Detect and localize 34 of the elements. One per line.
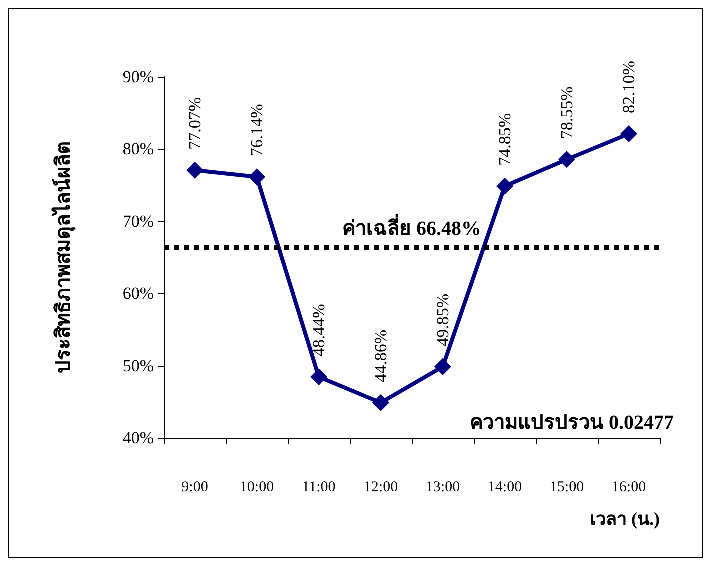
- x-tick-label: 14:00: [488, 480, 522, 496]
- data-label: 77.07%: [186, 97, 204, 150]
- x-tick-label: 15:00: [550, 480, 584, 496]
- y-tick-label: 90%: [122, 68, 154, 86]
- point: [620, 126, 638, 143]
- data-label: 74.85%: [496, 113, 514, 166]
- point: [310, 368, 328, 386]
- point: [558, 151, 576, 168]
- y-axis-title: ประสิทธิภาพสมดุลไลน์ผลิต: [51, 142, 76, 374]
- point: [248, 168, 266, 186]
- x-tick-label: 13:00: [426, 480, 460, 496]
- x-tick-label: 10:00: [240, 480, 274, 496]
- y-tick-label: 50%: [122, 356, 154, 376]
- y-tick-label: 40%: [122, 428, 154, 448]
- data-label: 78.55%: [558, 86, 576, 140]
- point: [372, 394, 390, 412]
- y-tick-label: 70%: [122, 212, 154, 231]
- annotation: ความแปรปรวน 0.02477: [470, 412, 674, 434]
- ref-line-label: ค่าเฉลี่ย 66.48%: [342, 212, 482, 240]
- x-tick-label: 9:00: [182, 480, 208, 496]
- point: [186, 162, 204, 179]
- data-label: 48.44%: [310, 304, 328, 357]
- x-tick-label: 11:00: [302, 480, 336, 496]
- x-axis-title: เวลา (น.): [590, 509, 660, 529]
- point: [496, 178, 514, 195]
- data-label: 49.85%: [434, 294, 452, 346]
- x-tick-label: 16:00: [612, 480, 646, 496]
- y-tick-label: 60%: [122, 284, 154, 304]
- data-label: 76.14%: [248, 104, 266, 157]
- point: [434, 358, 452, 376]
- data-label: 44.86%: [372, 330, 390, 382]
- y-tick-label: 80%: [122, 140, 154, 159]
- x-tick-label: 12:00: [364, 480, 398, 496]
- data-label: 82.10%: [620, 61, 638, 114]
